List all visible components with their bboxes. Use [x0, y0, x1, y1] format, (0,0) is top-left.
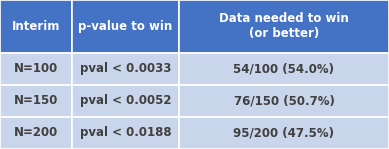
Bar: [0, 53, 72, 85]
Bar: [0, 117, 72, 149]
Bar: [0, 85, 72, 117]
Bar: [0, 0, 72, 53]
Bar: [72, 117, 179, 149]
Bar: [179, 53, 389, 85]
Text: 54/100 (54.0%): 54/100 (54.0%): [233, 62, 335, 75]
Bar: [179, 0, 389, 53]
Text: N=100: N=100: [14, 62, 58, 75]
Text: pval < 0.0033: pval < 0.0033: [80, 62, 171, 75]
Bar: [72, 0, 179, 53]
Text: 95/200 (47.5%): 95/200 (47.5%): [233, 127, 335, 139]
Text: p-value to win: p-value to win: [78, 20, 173, 33]
Text: Interim: Interim: [12, 20, 60, 33]
Bar: [179, 117, 389, 149]
Bar: [179, 85, 389, 117]
Bar: [72, 85, 179, 117]
Text: pval < 0.0052: pval < 0.0052: [80, 94, 171, 107]
Bar: [72, 53, 179, 85]
Text: pval < 0.0188: pval < 0.0188: [80, 127, 171, 139]
Text: N=200: N=200: [14, 127, 58, 139]
Text: Data needed to win
(or better): Data needed to win (or better): [219, 13, 349, 40]
Text: N=150: N=150: [14, 94, 58, 107]
Text: 76/150 (50.7%): 76/150 (50.7%): [233, 94, 335, 107]
